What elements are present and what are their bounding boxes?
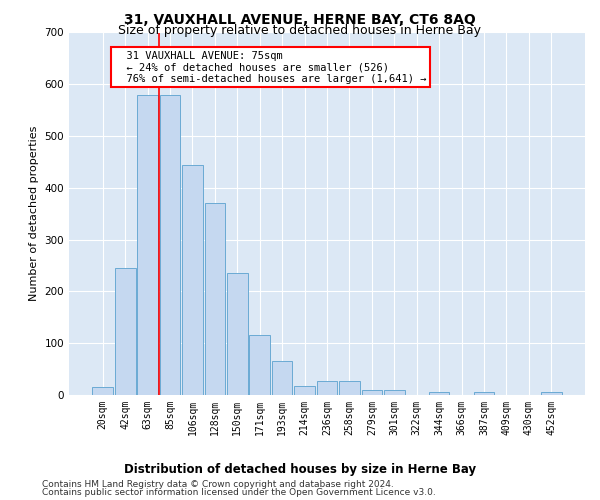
Bar — [541, 392, 562, 395]
Bar — [205, 204, 225, 395]
Text: Contains HM Land Registry data © Crown copyright and database right 2024.: Contains HM Land Registry data © Crown c… — [42, 480, 394, 489]
Bar — [137, 94, 158, 395]
Text: Distribution of detached houses by size in Herne Bay: Distribution of detached houses by size … — [124, 462, 476, 475]
Bar — [182, 164, 203, 395]
Bar — [272, 362, 292, 395]
Text: Contains public sector information licensed under the Open Government Licence v3: Contains public sector information licen… — [42, 488, 436, 497]
Bar — [473, 392, 494, 395]
Bar — [294, 386, 315, 395]
Bar — [160, 94, 181, 395]
Text: 31, VAUXHALL AVENUE, HERNE BAY, CT6 8AQ: 31, VAUXHALL AVENUE, HERNE BAY, CT6 8AQ — [124, 12, 476, 26]
Bar — [339, 381, 360, 395]
Bar — [115, 268, 136, 395]
Y-axis label: Number of detached properties: Number of detached properties — [29, 126, 39, 302]
Bar — [429, 392, 449, 395]
Bar — [92, 387, 113, 395]
Text: 31 VAUXHALL AVENUE: 75sqm
  ← 24% of detached houses are smaller (526)
  76% of : 31 VAUXHALL AVENUE: 75sqm ← 24% of detac… — [114, 50, 427, 84]
Bar — [250, 336, 270, 395]
Bar — [384, 390, 404, 395]
Bar — [227, 274, 248, 395]
Bar — [362, 390, 382, 395]
Text: Size of property relative to detached houses in Herne Bay: Size of property relative to detached ho… — [119, 24, 482, 37]
Bar — [317, 381, 337, 395]
